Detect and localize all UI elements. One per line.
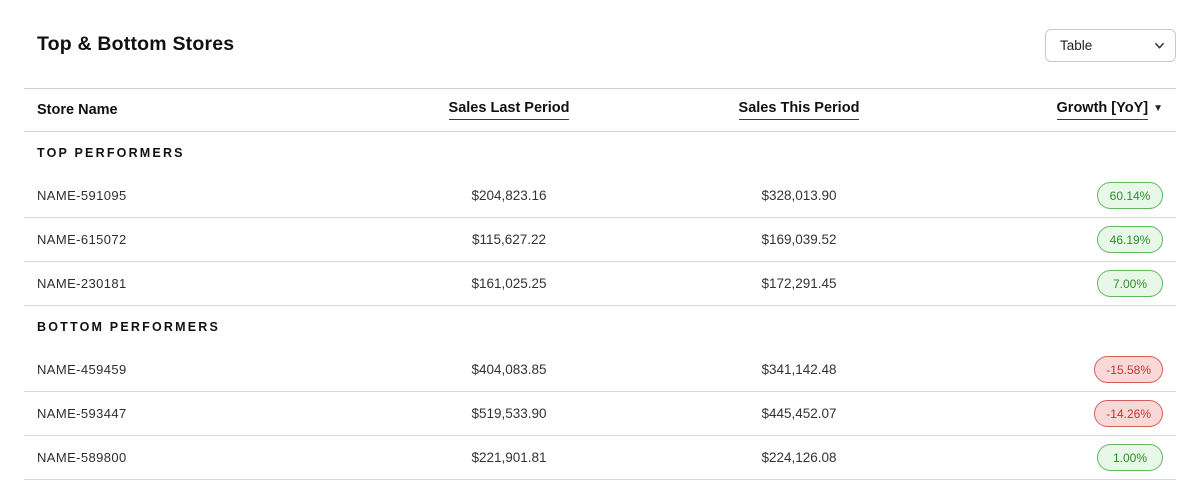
sales-last-cell: $161,025.25 xyxy=(471,276,547,291)
column-header-store-name: Store Name xyxy=(37,102,118,118)
sales-this-cell: $172,291.45 xyxy=(761,276,837,291)
table-row: NAME-615072 $115,627.22 $169,039.52 46.1… xyxy=(24,218,1176,262)
table-header-row: Store Name Sales Last Period Sales This … xyxy=(24,89,1176,132)
growth-badge: -14.26% xyxy=(1094,400,1163,427)
sales-this-cell: $169,039.52 xyxy=(761,232,837,247)
sort-desc-icon[interactable]: ▼ xyxy=(1153,103,1163,114)
section-label: TOP PERFORMERS xyxy=(37,146,185,160)
store-name-cell: NAME-591095 xyxy=(37,188,127,203)
column-header-sales-last-period[interactable]: Sales Last Period xyxy=(364,100,654,120)
widget-header: Top & Bottom Stores Table xyxy=(24,0,1176,88)
sales-this-cell: $328,013.90 xyxy=(761,188,837,203)
column-header-growth-yoy[interactable]: Growth [YoY] ▼ xyxy=(944,100,1176,120)
page-title: Top & Bottom Stores xyxy=(37,33,235,55)
growth-badge: -15.58% xyxy=(1094,356,1163,383)
sales-last-cell: $204,823.16 xyxy=(471,188,547,203)
view-selector-wrap: Table xyxy=(1045,29,1176,62)
sales-last-cell: $221,901.81 xyxy=(471,450,547,465)
section-label: BOTTOM PERFORMERS xyxy=(37,320,221,334)
sales-last-cell: $519,533.90 xyxy=(471,406,547,421)
table-row: NAME-593447 $519,533.90 $445,452.07 -14.… xyxy=(24,392,1176,436)
table-row: NAME-589800 $221,901.81 $224,126.08 1.00… xyxy=(24,436,1176,480)
store-name-cell: NAME-230181 xyxy=(37,276,127,291)
growth-badge: 60.14% xyxy=(1097,182,1163,209)
sales-last-cell: $404,083.85 xyxy=(471,362,547,377)
column-header-sales-this-period[interactable]: Sales This Period xyxy=(654,100,944,120)
view-selector[interactable]: Table xyxy=(1045,29,1176,62)
store-name-cell: NAME-593447 xyxy=(37,406,127,421)
section-row-top-performers: TOP PERFORMERS xyxy=(24,132,1176,174)
store-name-cell: NAME-615072 xyxy=(37,232,127,247)
section-row-bottom-performers: BOTTOM PERFORMERS xyxy=(24,306,1176,348)
growth-badge: 46.19% xyxy=(1097,226,1163,253)
table-row: NAME-591095 $204,823.16 $328,013.90 60.1… xyxy=(24,174,1176,218)
table-row: NAME-459459 $404,083.85 $341,142.48 -15.… xyxy=(24,348,1176,392)
sales-this-cell: $341,142.48 xyxy=(761,362,837,377)
growth-badge: 1.00% xyxy=(1097,444,1163,471)
table-row: NAME-230181 $161,025.25 $172,291.45 7.00… xyxy=(24,262,1176,306)
stores-table: Store Name Sales Last Period Sales This … xyxy=(24,88,1176,480)
sales-this-cell: $445,452.07 xyxy=(761,406,837,421)
top-bottom-stores-widget: Top & Bottom Stores Table Store Name Sal… xyxy=(24,0,1176,480)
growth-badge: 7.00% xyxy=(1097,270,1163,297)
sales-last-cell: $115,627.22 xyxy=(471,232,547,247)
sales-this-cell: $224,126.08 xyxy=(761,450,837,465)
store-name-cell: NAME-589800 xyxy=(37,450,127,465)
store-name-cell: NAME-459459 xyxy=(37,362,127,377)
